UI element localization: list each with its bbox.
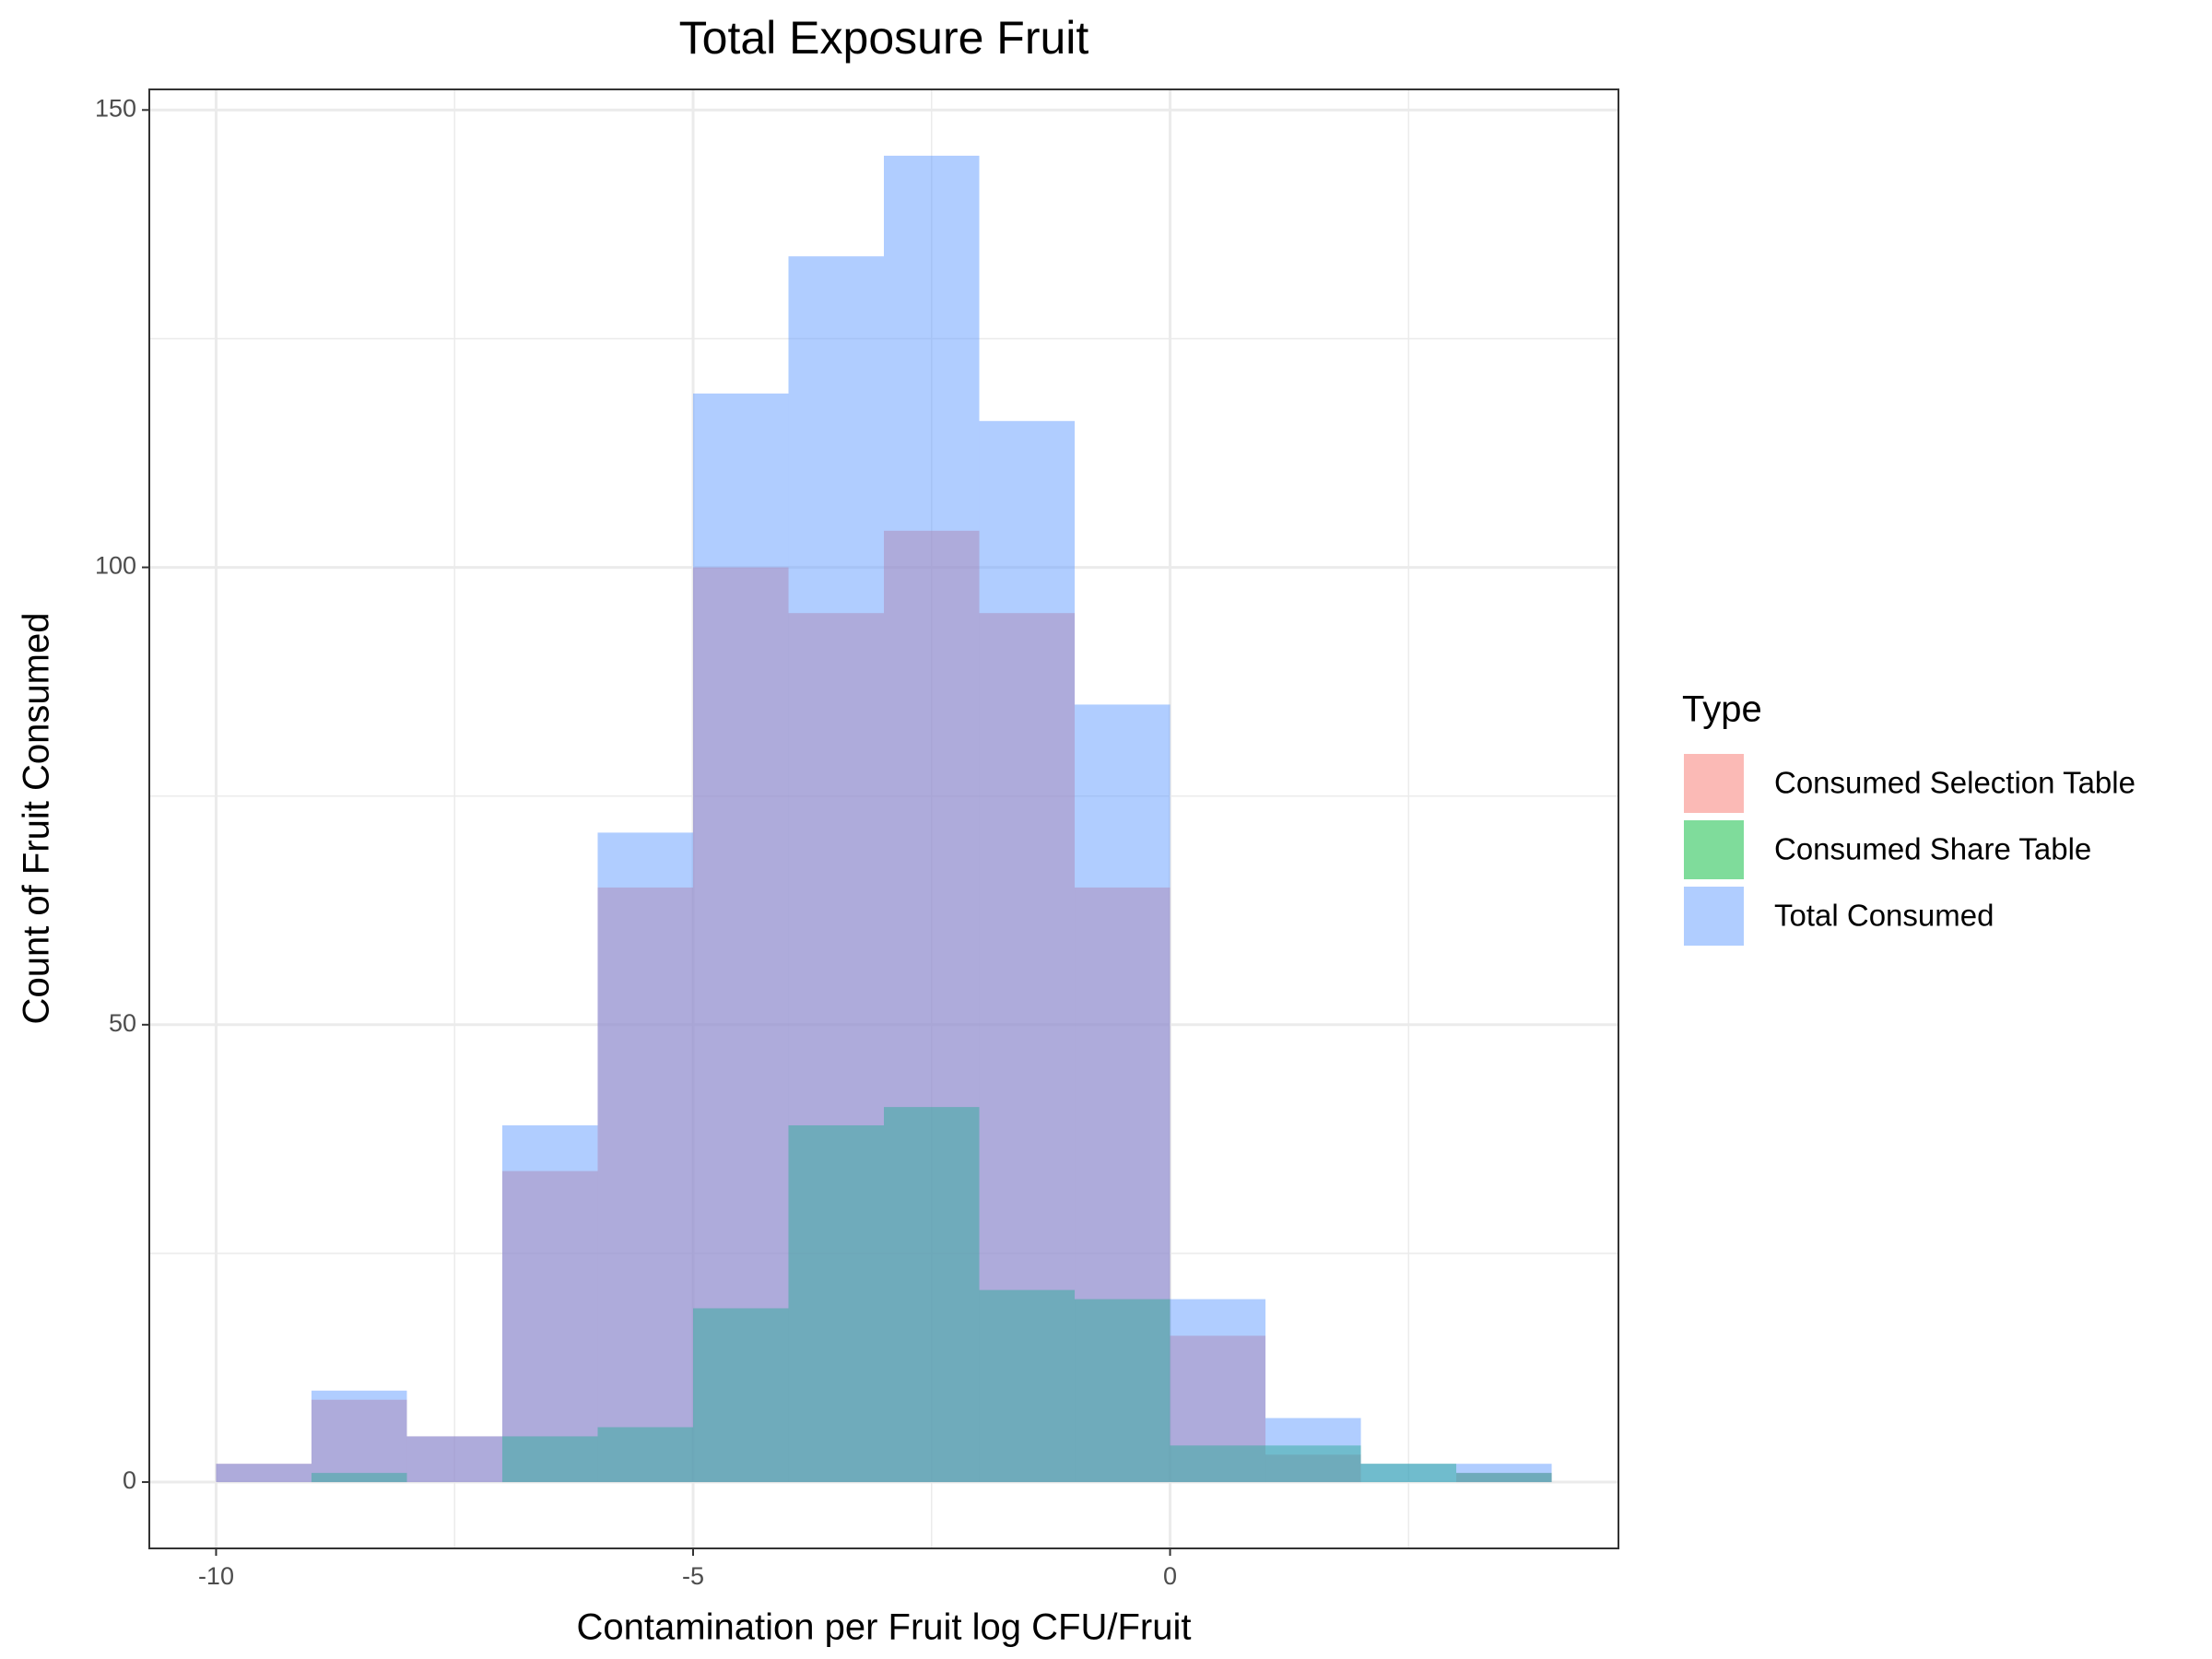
legend-title: Type	[1682, 689, 1762, 730]
histogram-bar	[501, 1124, 598, 1483]
y-axis-title: Count of Fruit Consumed	[17, 613, 57, 1025]
histogram-bar	[406, 1436, 502, 1483]
histogram-bar	[311, 1390, 407, 1483]
histogram-bar	[692, 393, 789, 1483]
histogram-bar	[1170, 1299, 1266, 1483]
legend-swatch	[1684, 887, 1744, 946]
histogram-bar	[597, 832, 693, 1483]
legend-label: Consumed Selection Table	[1774, 766, 2136, 800]
histogram-bar	[1075, 704, 1171, 1483]
legend-label: Consumed Share Table	[1774, 832, 2091, 866]
axes: 0 50 100 150 -10 -5 0	[95, 88, 1619, 1590]
x-tick-label: -5	[682, 1562, 704, 1590]
y-tick-label: 100	[95, 552, 136, 580]
histogram-bar	[884, 155, 980, 1483]
legend-swatch	[1684, 820, 1744, 879]
histogram-bar	[1265, 1418, 1361, 1483]
legend-swatch	[1684, 754, 1744, 813]
histogram-bar	[1360, 1464, 1457, 1483]
histogram-bar	[979, 420, 1076, 1483]
x-axis-title: Contamination per Fruit log CFU/Fruit	[577, 1607, 1192, 1648]
histogram-bar	[216, 1464, 312, 1483]
y-tick-label: 150	[95, 94, 136, 122]
histogram-bar	[1456, 1464, 1552, 1483]
legend: Consumed Selection Table Consumed Share T…	[1683, 753, 2136, 947]
histogram-bar	[788, 256, 884, 1483]
chart-title: Total Exposure Fruit	[679, 12, 1089, 64]
x-tick-label: 0	[1163, 1562, 1177, 1590]
y-tick-label: 50	[109, 1009, 136, 1037]
y-tick-label: 0	[123, 1466, 136, 1494]
legend-label: Total Consumed	[1774, 899, 1994, 933]
x-tick-label: -10	[198, 1562, 234, 1590]
bars	[216, 155, 1552, 1483]
panel-border	[148, 88, 1619, 1549]
